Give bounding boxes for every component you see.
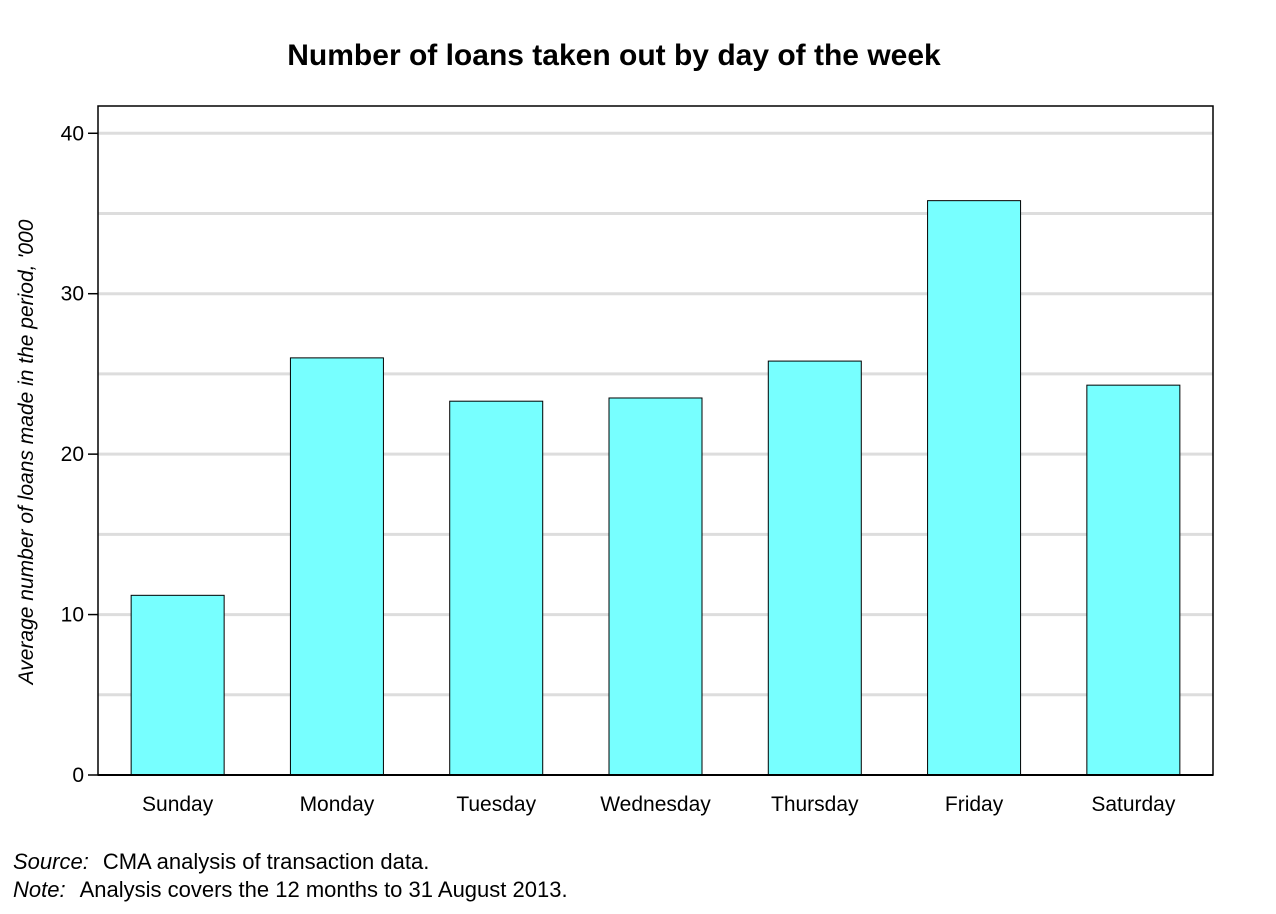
footnotes: Source: CMA analysis of transaction data.… [13, 848, 568, 904]
source-label: Source: [13, 849, 89, 874]
x-tick-label: Friday [945, 793, 1004, 816]
x-tick-label: Tuesday [456, 793, 536, 816]
x-tick-label: Monday [300, 793, 375, 816]
y-axis-label: Average number of loans made in the peri… [15, 219, 38, 686]
y-tick-label: 40 [61, 122, 84, 145]
x-tick-label: Saturday [1091, 793, 1176, 816]
source-text: CMA analysis of transaction data. [102, 849, 430, 874]
note-text: Analysis covers the 12 months to 31 Augu… [79, 877, 568, 902]
bar-saturday [1086, 384, 1181, 776]
y-tick-label: 10 [61, 604, 84, 627]
bar-wednesday [608, 397, 703, 776]
x-axis-ticks: Sunday Monday Tuesday Wednesday Thursday Frid… [142, 793, 1176, 816]
chart-title: Number of loans taken out by day of the … [287, 39, 941, 72]
y-tick-label: 30 [61, 283, 84, 306]
bar-tuesday [449, 400, 544, 776]
note: Note: Analysis covers the 12 months to 31… [13, 876, 568, 904]
bar-monday [289, 357, 384, 776]
x-tick-label: Sunday [142, 793, 214, 816]
axes [97, 105, 1214, 776]
source-note: Source: CMA analysis of transaction data. [13, 848, 568, 876]
x-tick-label: Wednesday [600, 793, 711, 816]
bar-thursday [767, 360, 862, 776]
y-tick-label: 20 [61, 443, 84, 466]
note-label: Note: [13, 877, 66, 902]
bars [130, 200, 1181, 776]
y-axis-ticks: 0 10 20 30 40 [61, 122, 98, 787]
bar-friday [927, 200, 1022, 776]
x-tick-label: Thursday [771, 793, 859, 816]
y-tick-label: 0 [72, 764, 84, 787]
bar-sunday [130, 594, 225, 776]
